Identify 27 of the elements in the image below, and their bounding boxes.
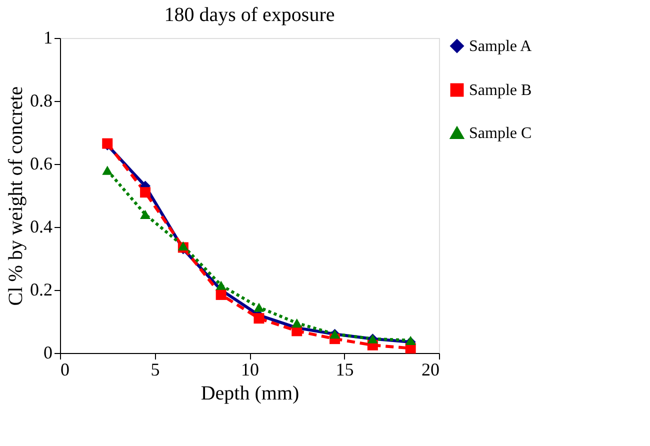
legend-label: Sample A — [469, 38, 532, 55]
x-tick-label: 0 — [60, 360, 70, 380]
point — [102, 166, 113, 175]
x-tick-label: 20 — [422, 360, 440, 380]
point — [254, 302, 264, 312]
y-tick-label: 0.4 — [30, 216, 52, 236]
y-tick-label: 0.2 — [30, 280, 52, 300]
y-tick-label: 0.8 — [30, 90, 52, 110]
x-tick-label: 10 — [241, 360, 259, 380]
y-tick-label: 0 — [44, 342, 52, 362]
point — [178, 241, 188, 250]
x-tick-label: 15 — [336, 360, 354, 380]
legend-label: Sample C — [469, 125, 532, 142]
point — [216, 289, 226, 300]
point — [292, 318, 302, 328]
y-tick-label: 0.6 — [30, 154, 52, 174]
point — [405, 336, 416, 345]
point — [254, 313, 264, 324]
point — [140, 210, 151, 219]
point — [216, 280, 226, 290]
y-tick-label: 1 — [44, 28, 52, 48]
point — [140, 187, 151, 198]
x-axis-title: Depth (mm) — [200, 382, 300, 404]
x-tick-label: 5 — [150, 360, 160, 380]
y-axis-title: Cl % by weight of concrete — [5, 86, 27, 306]
chart-title: 180 days of exposure — [164, 4, 335, 26]
legend-label: Sample B — [469, 82, 532, 99]
